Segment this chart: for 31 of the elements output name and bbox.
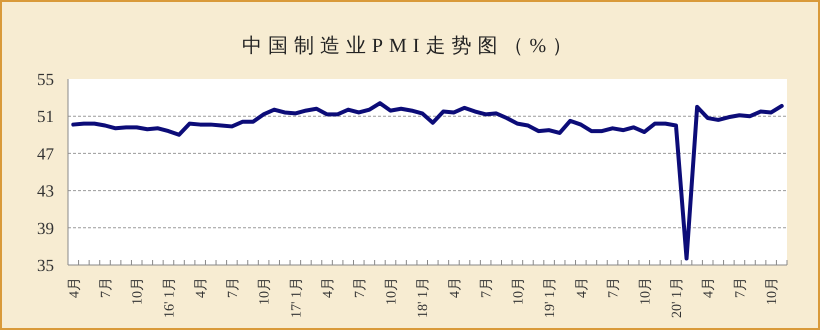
x-tick-label: 7月 bbox=[480, 277, 495, 298]
x-tick-label: 4月 bbox=[574, 277, 590, 298]
x-tick-label: 7月 bbox=[352, 277, 368, 298]
x-tick-label: 18' 1月 bbox=[416, 277, 432, 318]
x-tick-label: 10月 bbox=[130, 277, 146, 305]
x-tick-label: 16' 1月 bbox=[162, 277, 178, 318]
x-tick-label: 4月 bbox=[702, 277, 717, 298]
x-tick-label: 10月 bbox=[258, 277, 273, 305]
line-series bbox=[71, 101, 784, 260]
x-tick-label: 10月 bbox=[638, 277, 654, 305]
x-tick-label: 20' 1月 bbox=[670, 277, 685, 318]
y-tick-label: 35 bbox=[37, 256, 54, 275]
x-tick-label: 7月 bbox=[99, 277, 114, 298]
x-tick-label: 10月 bbox=[511, 277, 526, 305]
chart-title: 中国制造业PMI走势图（%） bbox=[242, 35, 578, 57]
x-tick-label: 4月 bbox=[67, 277, 82, 298]
y-tick-label: 51 bbox=[37, 107, 54, 126]
x-tick-label: 7月 bbox=[226, 277, 241, 298]
x-tick-label: 17' 1月 bbox=[289, 277, 304, 318]
y-tick-label: 43 bbox=[37, 182, 54, 201]
x-tick-label: 7月 bbox=[733, 277, 748, 298]
x-tick-label: 10月 bbox=[765, 277, 780, 305]
x-tick-label: 4月 bbox=[321, 277, 336, 298]
y-tick-label: 55 bbox=[37, 70, 54, 89]
x-tick-label: 7月 bbox=[606, 277, 622, 298]
x-tick-label: 10月 bbox=[384, 277, 400, 305]
y-tick-label: 39 bbox=[37, 218, 54, 238]
x-tick-label: 4月 bbox=[194, 277, 210, 298]
x-tick-label: 19' 1月 bbox=[543, 277, 558, 318]
x-tick-label: 4月 bbox=[448, 277, 463, 298]
y-tick-label: 47 bbox=[37, 144, 54, 164]
